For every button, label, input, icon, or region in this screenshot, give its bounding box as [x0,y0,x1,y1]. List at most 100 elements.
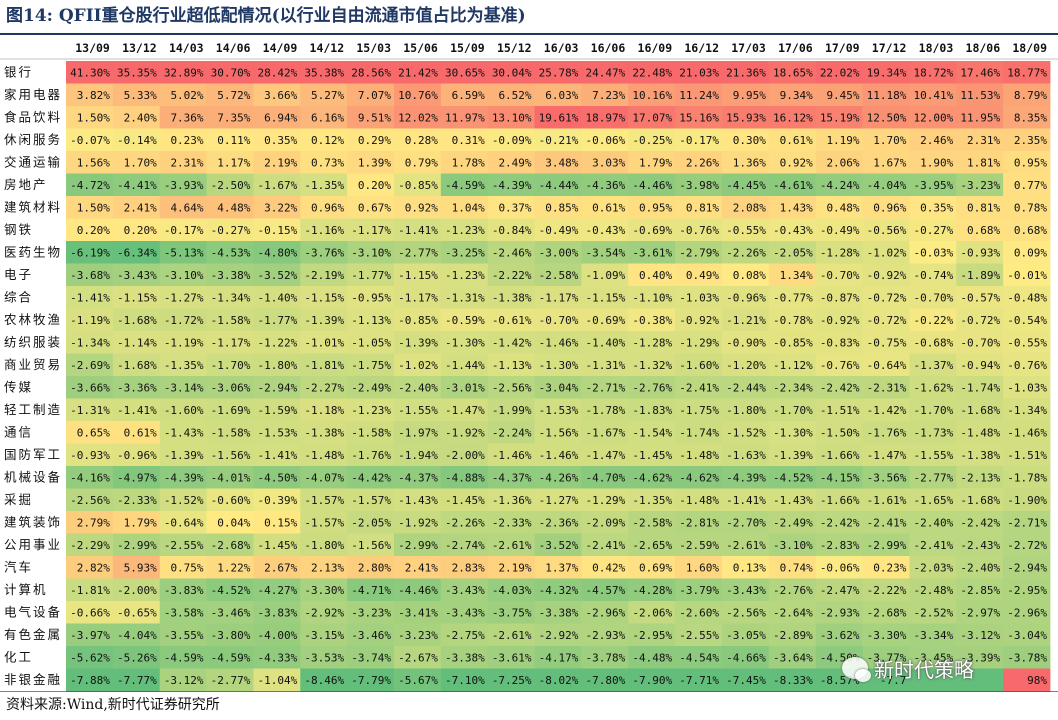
heat-cell [206,196,254,219]
heat-cell [1003,241,1051,264]
cell-value: -1.30% [539,359,579,372]
heat-cell [909,151,957,174]
cell-value: -2.40% [960,562,1000,575]
heat-cell [487,488,535,512]
heat-cell [300,196,348,219]
cell-value: -1.01% [304,337,344,350]
heat-cell [487,61,535,84]
heat-cell [206,511,254,534]
cell-value: -2.33% [492,517,532,530]
cell-value: -2.03% [914,562,954,575]
cell-value: -0.03% [914,247,954,260]
wechat-logo-icon [842,657,871,682]
cell-value: -1.66% [820,494,860,507]
cell-value: -3.61% [492,652,532,665]
heat-cell [487,533,535,557]
cell-value: 4.64% [170,202,203,215]
heat-cell [722,623,770,647]
heat-cell [394,398,442,422]
heat-cell [862,511,910,534]
heat-cell [1003,308,1051,332]
heat-cell [581,331,629,354]
column-header: 17/03 [731,41,766,55]
cell-value: -2.99% [867,539,907,552]
heat-cell [347,623,395,647]
heat-cell [909,488,957,512]
cell-value: -1.41% [398,224,438,237]
cell-value: 18.97% [586,112,626,125]
heat-cell [394,646,442,669]
cell-value: 10.76% [398,89,438,102]
heat-cell [628,376,676,399]
heat-cell [394,601,442,624]
heat-cell [534,466,582,489]
cell-value: -1.80% [726,404,766,417]
heat-cell [722,646,770,669]
heat-cell [675,376,723,399]
heat-cell [440,398,489,422]
heat-cell [534,308,582,332]
heat-cell [253,533,301,557]
cell-value: -2.99% [117,539,157,552]
cell-value: 1.19% [826,134,859,147]
cell-value: -1.12% [773,359,813,372]
heat-cell [300,668,348,692]
cell-value: -3.83% [258,607,298,620]
heat-cell [394,668,442,692]
cell-value: 1.56% [77,157,110,170]
cell-value: -3.38% [211,269,251,282]
cell-value: -4.04% [867,179,907,192]
heat-cell [487,511,535,534]
heat-cell [253,218,301,242]
cell-value: 9.51% [358,112,391,125]
heat-cell [347,331,395,354]
cell-value: 28.42% [258,67,298,80]
heat-cell [206,398,254,422]
heat-cell [675,443,723,467]
cell-value: -1.13% [351,314,391,327]
cell-value: -3.56% [867,472,907,485]
heat-cell [768,151,817,174]
cell-value: -3.62% [820,629,860,642]
cell-value: -0.48% [1007,292,1047,305]
cell-value: -1.47% [586,449,626,462]
cell-value: -3.12% [960,629,1000,642]
heat-cell [581,106,629,129]
heat-cell [768,308,817,332]
heat-cell [815,241,863,264]
heat-cell [675,398,723,422]
cell-value: 0.61% [124,427,157,440]
cell-value: -8.33% [773,674,813,687]
cell-value: -0.27% [914,224,954,237]
cell-value: 25.78% [539,67,579,80]
heat-cell [347,533,395,557]
heat-cell [347,511,395,534]
column-header: 13/09 [75,41,110,55]
row-label: 纺织服装 [4,335,62,350]
heat-cell [722,376,770,399]
heat-cell [722,421,770,444]
cell-value: -4.61% [773,179,813,192]
heat-cell [206,106,254,129]
heat-cell [909,601,957,624]
heat-cell [628,511,676,534]
cell-value: -2.60% [679,607,719,620]
heat-cell [206,128,254,152]
heat-cell [534,443,582,467]
cell-value: 6.16% [311,112,344,125]
heat-cell [768,263,817,287]
cell-value: -0.07% [70,134,110,147]
cell-value: -2.93% [820,607,860,620]
cell-value: -4.16% [70,472,110,485]
cell-value: 5.33% [124,89,157,102]
cell-value: -1.70% [211,359,251,372]
cell-value: -2.05% [773,247,813,260]
cell-value: -3.78% [1007,652,1047,665]
heat-cell [534,668,582,692]
cell-value: -1.36% [492,494,532,507]
heat-cell [628,263,676,287]
heat-cell [253,61,301,84]
heat-cell [956,331,1004,354]
cell-value: -4.15% [820,472,860,485]
cell-value: -0.93% [70,449,110,462]
